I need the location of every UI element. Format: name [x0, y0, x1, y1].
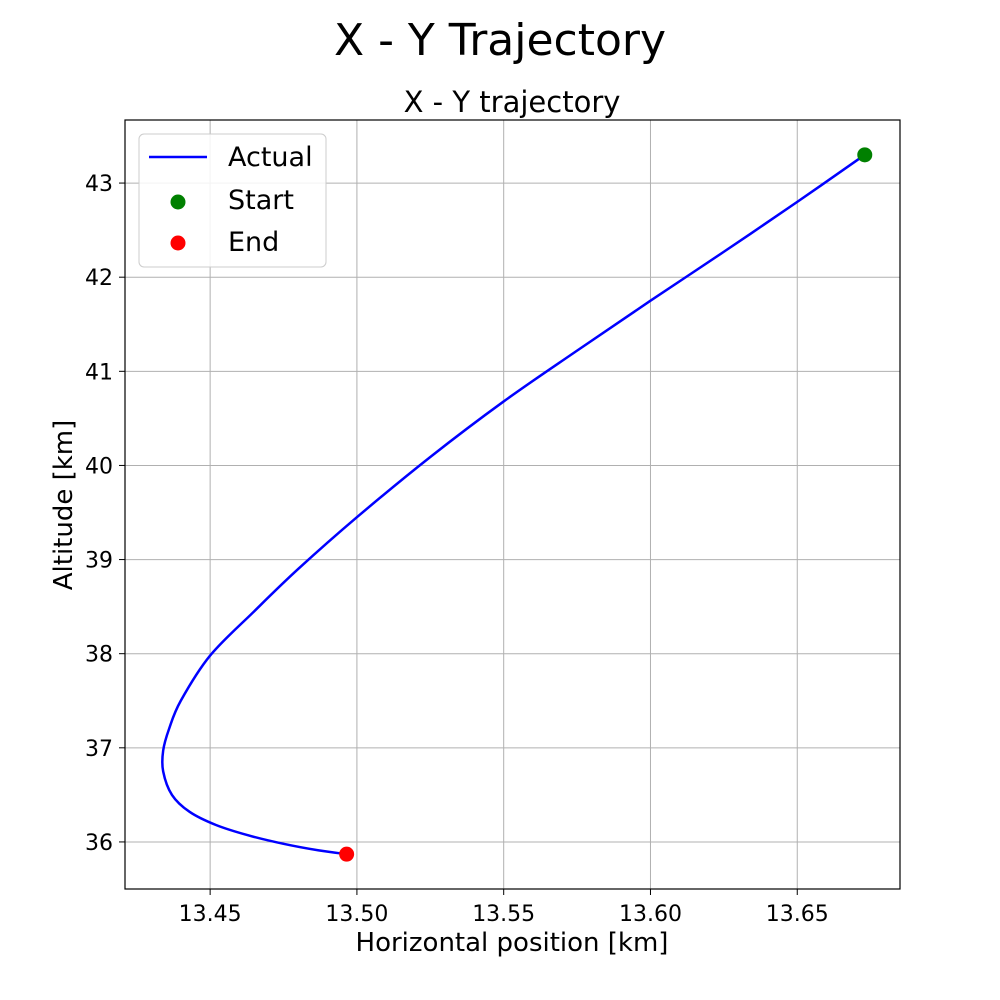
legend-label-actual: Actual [228, 142, 313, 173]
x-tick-label: 13.50 [325, 902, 388, 927]
chart-title: X - Y trajectory [404, 85, 621, 119]
y-tick-label: 42 [85, 266, 113, 291]
point-end [339, 846, 355, 862]
y-tick-label: 43 [85, 172, 113, 197]
y-tick-label: 41 [85, 360, 113, 385]
grid [125, 120, 900, 889]
y-tick-label: 36 [85, 831, 113, 856]
y-tick-label: 39 [85, 549, 113, 574]
legend-label-start: Start [228, 185, 294, 216]
x-tick-label: 13.45 [179, 902, 242, 927]
legend: Actual Start End [138, 133, 327, 268]
plot-frame [124, 119, 901, 890]
legend-label-end: End [228, 227, 279, 258]
point-start [857, 147, 873, 163]
y-axis-ticks: 36 37 38 39 40 41 42 43 [85, 172, 125, 856]
legend-end-marker [170, 235, 186, 251]
x-tick-label: 13.55 [472, 902, 535, 927]
y-axis-label: Altitude [km] [49, 420, 79, 591]
x-tick-label: 13.65 [766, 902, 829, 927]
x-axis-ticks: 13.45 13.50 13.55 13.60 13.65 [179, 889, 829, 927]
x-axis-label: Horizontal position [km] [356, 928, 669, 958]
y-tick-label: 38 [85, 643, 113, 668]
y-tick-label: 40 [85, 454, 113, 479]
legend-start-marker [170, 194, 186, 210]
figure-suptitle: X - Y Trajectory [334, 15, 666, 66]
plot-series [160, 147, 873, 862]
x-tick-label: 13.60 [619, 902, 682, 927]
series-line-actual [160, 153, 866, 856]
y-tick-label: 37 [85, 737, 113, 762]
legend-box [138, 133, 327, 268]
